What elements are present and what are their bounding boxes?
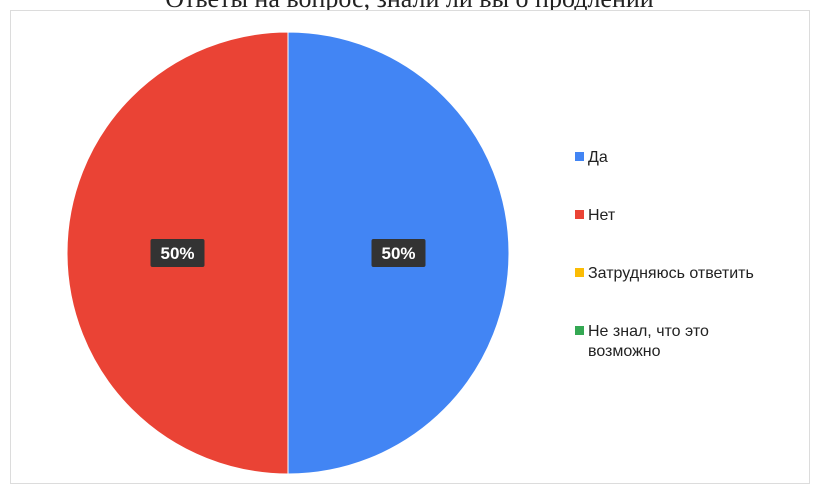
legend-label: Затрудняюсь ответить [588, 265, 754, 282]
legend-label: Не знал, что это [588, 323, 709, 340]
legend-item-2: Нет [575, 207, 616, 224]
slice-data-label-1: 50% [371, 239, 426, 267]
legend-label: Нет [588, 207, 616, 224]
legend-label: Да [588, 149, 608, 166]
legend-item-4: Не знал, что это возможно [575, 323, 709, 360]
cropped-header-text: Ответы на вопрос, знали ли вы о продлени… [0, 0, 819, 14]
data-label-background [371, 239, 426, 267]
legend-label: возможно [588, 343, 661, 360]
data-label-background [150, 239, 205, 267]
data-label-text: 50% [381, 244, 415, 263]
data-label-text: 50% [160, 244, 194, 263]
legend-swatch [575, 268, 584, 277]
slice-data-label-2: 50% [150, 239, 205, 267]
legend-item-1: Да [575, 149, 608, 166]
legend-item-3: Затрудняюсь ответить [575, 265, 754, 282]
legend-swatch [575, 210, 584, 219]
legend-swatch [575, 152, 584, 161]
legend-swatch [575, 326, 584, 335]
